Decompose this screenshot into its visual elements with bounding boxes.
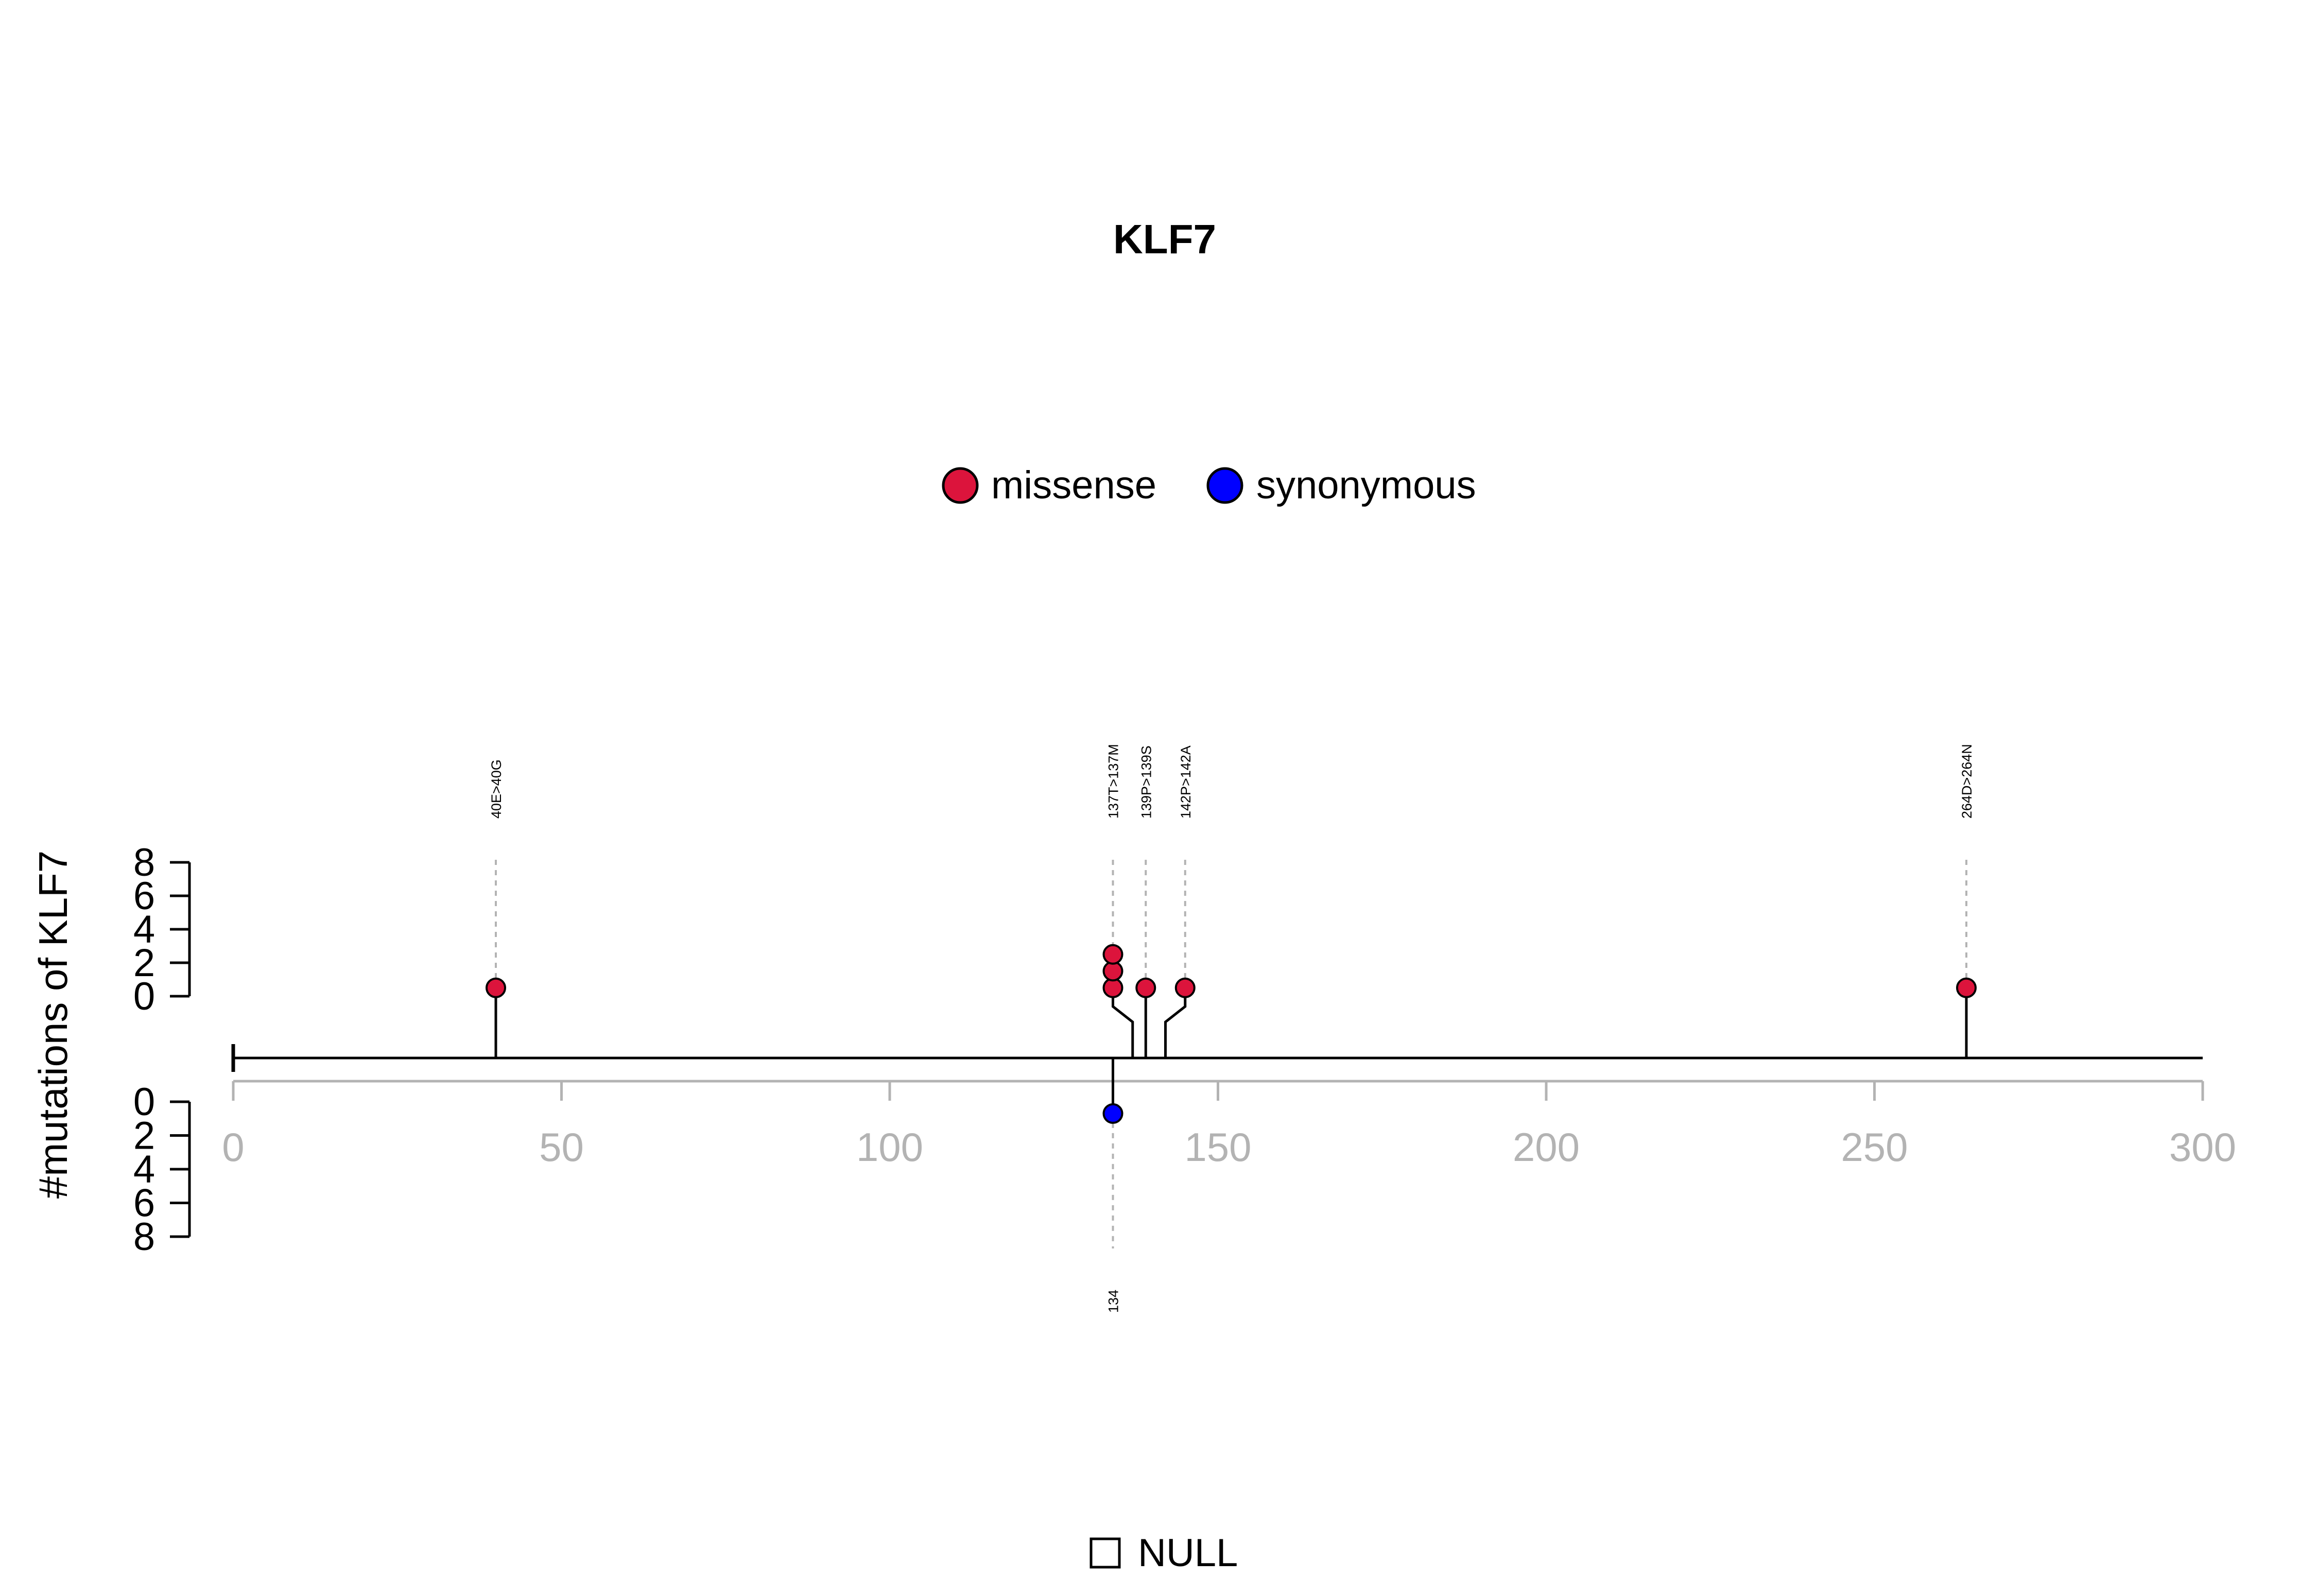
y-tick-label-bottom: 6 (133, 1182, 155, 1225)
point-missense (1135, 977, 1156, 998)
mutation-label-top: 139P>139S (1138, 745, 1154, 819)
x-tick-label: 300 (2169, 1124, 2236, 1170)
y-tick-label-bottom: 0 (133, 1080, 155, 1124)
point-missense (1102, 944, 1123, 965)
legend-swatch-synonymous (1206, 467, 1243, 504)
mutation-labels: 40E>40G 137T>137M 139P>139S 142P>142A 264D>2… (489, 744, 1975, 1313)
mutation-label-bottom: 134 (1106, 1290, 1121, 1313)
x-tick-label: 100 (856, 1124, 923, 1170)
x-tick-label: 200 (1513, 1124, 1580, 1170)
legend-label-synonymous: synonymous (1256, 463, 1476, 507)
lollipop-points (486, 944, 1977, 1124)
y-tick-label-bottom: 2 (133, 1114, 155, 1158)
point-missense (1174, 977, 1196, 998)
stem-top (1112, 987, 1134, 1058)
y-tick-label-top: 0 (133, 975, 155, 1018)
legend-swatch-missense (942, 467, 979, 504)
y-tick-label-bottom: 8 (133, 1215, 155, 1259)
y-tick-label-top: 4 (133, 908, 155, 951)
mutation-label-top: 137T>137M (1106, 744, 1121, 819)
mutation-label-top: 142P>142A (1178, 745, 1194, 819)
y-axis-label: #mutations of KLF7 (30, 851, 76, 1199)
y-tick-label-bottom: 4 (133, 1148, 155, 1191)
mutation-label-top: 40E>40G (489, 759, 504, 819)
point-synonymous (1102, 1103, 1123, 1124)
domain-legend-label: NULL (1138, 1531, 1238, 1575)
mutation-label-top: 264D>264N (1959, 744, 1975, 819)
protein-backbone (231, 1044, 2203, 1072)
point-missense (486, 977, 506, 998)
x-tick-label: 50 (539, 1124, 584, 1170)
x-tick-label: 250 (1841, 1124, 1908, 1170)
domain-legend: NULL (1090, 1531, 1238, 1575)
y-tick-label-top: 2 (133, 941, 155, 985)
x-axis: 0 50 100 150 200 250 300 (222, 1080, 2236, 1170)
x-tick-label: 0 (222, 1124, 244, 1170)
y-tick-label-top: 8 (133, 841, 155, 884)
stem-top (1164, 987, 1187, 1058)
legend-label-missense: missense (991, 463, 1156, 507)
domain-legend-swatch (1090, 1537, 1121, 1569)
legend: missense synonymous (942, 463, 1476, 507)
chart-title: KLF7 (1113, 216, 1216, 262)
x-tick-label: 150 (1184, 1124, 1251, 1170)
y-tick-label-top: 6 (133, 874, 155, 918)
point-missense (1956, 977, 1977, 998)
lollipop-stems (494, 860, 1968, 1248)
